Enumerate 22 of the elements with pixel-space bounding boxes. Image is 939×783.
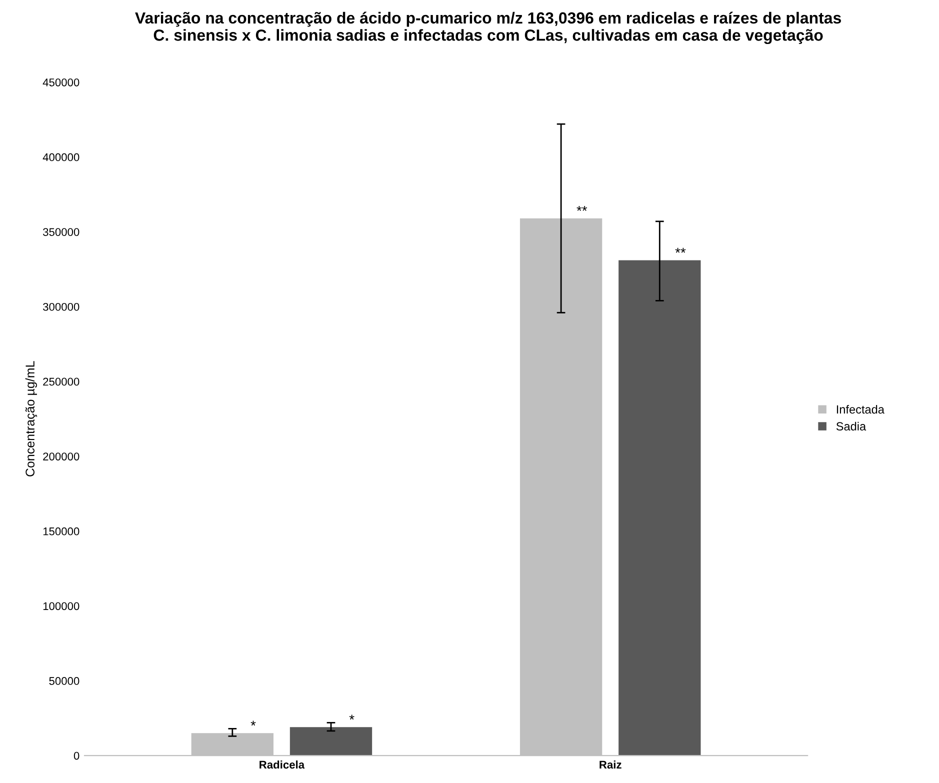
y-axis-title: Concentração µg/mL — [25, 361, 38, 476]
data-label: * — [349, 714, 354, 720]
y-tick-label: 350000 — [43, 228, 80, 236]
data-label: ** — [675, 248, 686, 253]
y-tick-label: 50000 — [49, 677, 80, 685]
y-tick-label: 300000 — [43, 302, 80, 311]
data-label: * — [250, 720, 256, 726]
y-tick-label: 100000 — [43, 602, 80, 610]
y-tick-label: 450000 — [42, 78, 80, 86]
bar — [290, 727, 372, 756]
legend-label: Sadia — [836, 422, 866, 431]
chart-title: Variação na concentração de ácido p-cumarico m/z 163,0396 em radicelas e raízes de plantas C. sinensis x C. limonia sadias e infectadas com CLas, cultivadas em casa de vegetação — [135, 12, 841, 44]
x-tick-label: Raiz — [600, 760, 622, 769]
y-tick-label: 0 — [74, 752, 80, 760]
y-tick-label: 250000 — [43, 378, 80, 386]
y-tick-label: 150000 — [43, 527, 80, 536]
data-label: ** — [576, 206, 588, 211]
legend-label: Infectada — [836, 404, 884, 414]
bar — [618, 260, 701, 756]
x-tick-label: Radicela — [260, 760, 305, 769]
y-tick-label: 200000 — [43, 452, 80, 460]
y-tick-label: 400000 — [42, 153, 80, 162]
